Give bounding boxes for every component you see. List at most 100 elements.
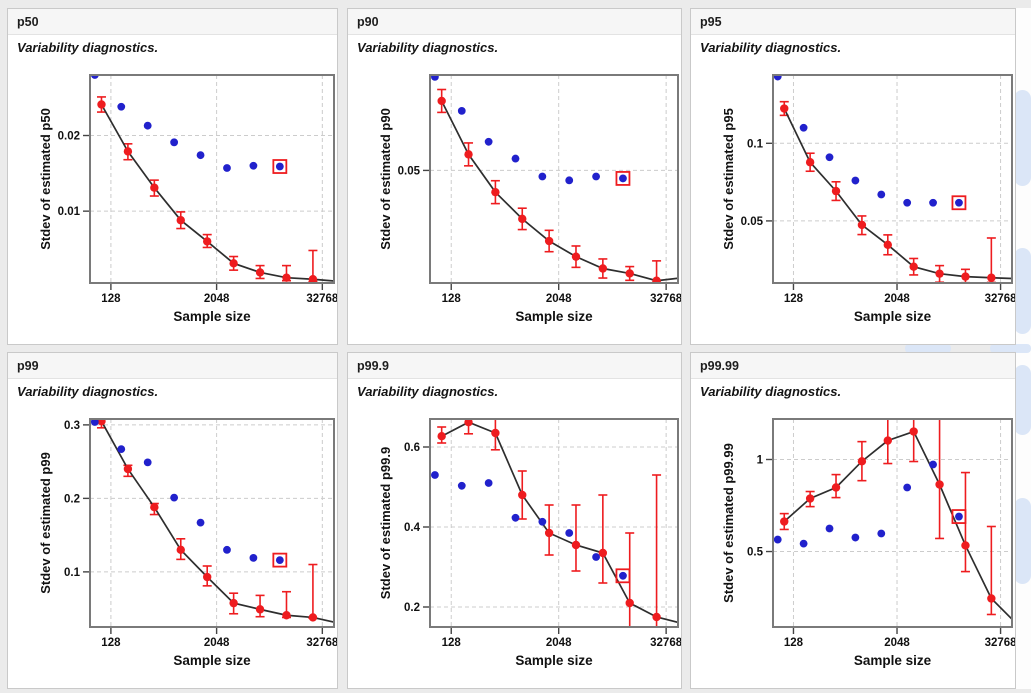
- red-point[interactable]: [598, 548, 608, 558]
- red-point[interactable]: [544, 528, 554, 538]
- red-point[interactable]: [909, 262, 918, 271]
- blue-point[interactable]: [955, 512, 963, 521]
- red-point[interactable]: [255, 268, 265, 277]
- red-point[interactable]: [857, 220, 867, 230]
- red-point[interactable]: [571, 540, 581, 550]
- blue-point[interactable]: [457, 106, 466, 115]
- blue-point[interactable]: [538, 517, 547, 526]
- blue-point[interactable]: [196, 151, 205, 160]
- panel-title-bar[interactable]: p95: [691, 9, 1015, 35]
- blue-point[interactable]: [903, 483, 912, 492]
- red-point[interactable]: [961, 541, 970, 550]
- red-point[interactable]: [335, 619, 337, 627]
- red-point[interactable]: [987, 594, 996, 603]
- red-point[interactable]: [202, 572, 212, 582]
- panel-title-bar[interactable]: p99.9: [348, 353, 681, 379]
- red-point[interactable]: [987, 273, 996, 282]
- red-point[interactable]: [464, 418, 473, 427]
- panel-title-bar[interactable]: p99.99: [691, 353, 1015, 379]
- blue-point[interactable]: [773, 73, 782, 81]
- red-point[interactable]: [780, 517, 789, 526]
- red-point[interactable]: [308, 275, 318, 283]
- red-point[interactable]: [202, 237, 212, 246]
- highlight-box[interactable]: [615, 171, 631, 186]
- blue-point[interactable]: [484, 137, 493, 146]
- blue-point[interactable]: [619, 571, 627, 580]
- red-point[interactable]: [229, 598, 238, 608]
- red-point[interactable]: [571, 252, 581, 261]
- red-point[interactable]: [97, 100, 106, 109]
- blue-point[interactable]: [565, 176, 574, 185]
- red-point[interactable]: [176, 216, 185, 225]
- red-point[interactable]: [625, 269, 634, 278]
- highlight-box[interactable]: [272, 159, 288, 174]
- blue-point[interactable]: [773, 535, 782, 544]
- blue-point[interactable]: [511, 154, 520, 163]
- blue-point[interactable]: [249, 554, 258, 562]
- blue-point[interactable]: [431, 471, 439, 479]
- highlight-box[interactable]: [272, 552, 288, 568]
- highlight-box[interactable]: [615, 568, 631, 584]
- blue-point[interactable]: [592, 553, 600, 561]
- blue-point[interactable]: [431, 73, 439, 81]
- red-point[interactable]: [176, 545, 185, 555]
- red-point[interactable]: [335, 277, 337, 285]
- red-point[interactable]: [123, 147, 133, 156]
- red-point[interactable]: [255, 605, 265, 614]
- red-point[interactable]: [518, 490, 527, 500]
- blue-point[interactable]: [117, 102, 126, 111]
- blue-point[interactable]: [592, 172, 600, 181]
- blue-point[interactable]: [457, 481, 466, 490]
- red-point[interactable]: [625, 598, 634, 608]
- red-point[interactable]: [464, 150, 473, 159]
- blue-point[interactable]: [223, 545, 231, 554]
- blue-point[interactable]: [799, 123, 808, 132]
- red-point[interactable]: [491, 428, 500, 438]
- blue-point[interactable]: [955, 198, 963, 207]
- red-point[interactable]: [883, 240, 892, 250]
- red-point[interactable]: [780, 104, 789, 113]
- blue-point[interactable]: [929, 198, 937, 207]
- panel-title-bar[interactable]: p90: [348, 9, 681, 35]
- blue-point[interactable]: [90, 418, 99, 426]
- blue-point[interactable]: [825, 153, 834, 162]
- red-point[interactable]: [282, 611, 291, 620]
- red-point[interactable]: [150, 183, 159, 192]
- red-point[interactable]: [229, 259, 238, 268]
- blue-point[interactable]: [143, 121, 152, 130]
- red-point[interactable]: [831, 483, 841, 492]
- red-point[interactable]: [857, 457, 867, 466]
- red-point[interactable]: [679, 273, 681, 281]
- blue-point[interactable]: [851, 533, 860, 542]
- red-point[interactable]: [883, 436, 892, 445]
- red-point[interactable]: [961, 272, 970, 281]
- blue-point[interactable]: [223, 164, 231, 172]
- blue-point[interactable]: [484, 479, 493, 487]
- red-point[interactable]: [652, 612, 661, 622]
- blue-point[interactable]: [170, 493, 179, 502]
- red-point[interactable]: [935, 480, 944, 489]
- red-point[interactable]: [831, 186, 841, 196]
- red-point[interactable]: [1013, 274, 1015, 282]
- highlight-box[interactable]: [951, 195, 967, 211]
- blue-point[interactable]: [117, 445, 126, 454]
- panel-title-bar[interactable]: p99: [8, 353, 337, 379]
- red-point[interactable]: [1013, 620, 1015, 628]
- blue-point[interactable]: [877, 190, 886, 199]
- blue-point[interactable]: [825, 524, 834, 533]
- red-point[interactable]: [518, 214, 527, 224]
- red-point[interactable]: [598, 264, 608, 273]
- blue-point[interactable]: [903, 198, 912, 207]
- red-point[interactable]: [308, 613, 318, 622]
- blue-point[interactable]: [799, 539, 808, 548]
- red-point[interactable]: [123, 464, 133, 474]
- blue-point[interactable]: [275, 556, 284, 565]
- red-point[interactable]: [282, 273, 291, 282]
- blue-point[interactable]: [511, 513, 520, 522]
- blue-point[interactable]: [196, 518, 205, 527]
- blue-point[interactable]: [565, 529, 574, 537]
- blue-point[interactable]: [851, 176, 860, 185]
- red-point[interactable]: [909, 427, 918, 436]
- blue-point[interactable]: [275, 162, 284, 171]
- red-point[interactable]: [437, 96, 446, 106]
